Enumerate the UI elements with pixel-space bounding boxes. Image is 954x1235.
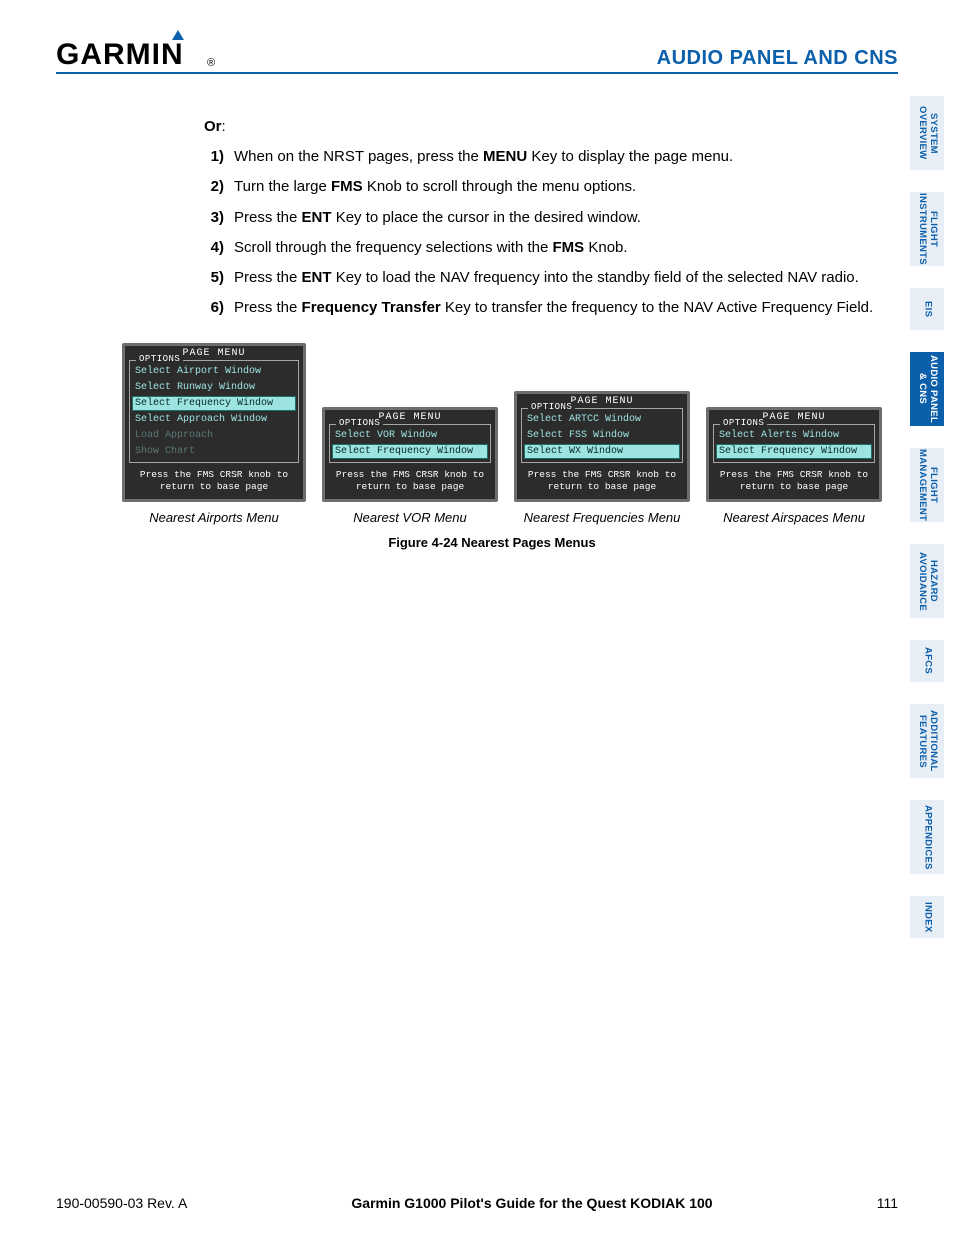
menu-item[interactable]: Show Chart <box>132 444 296 459</box>
menu-item[interactable]: Select Frequency Window <box>332 444 488 459</box>
step-item: 3)Press the ENT Key to place the cursor … <box>204 208 884 228</box>
options-label: OPTIONS <box>336 418 383 428</box>
figure-label: Figure 4-24 Nearest Pages Menus <box>122 535 862 550</box>
step-item: 5)Press the ENT Key to load the NAV freq… <box>204 268 884 288</box>
step-number: 5) <box>204 268 234 288</box>
step-number: 1) <box>204 147 234 167</box>
menu-item[interactable]: Select Runway Window <box>132 380 296 395</box>
page-menu-panel: PAGE MENUOPTIONSSelect VOR WindowSelect … <box>322 407 498 503</box>
step-item: 6)Press the Frequency Transfer Key to tr… <box>204 298 884 318</box>
step-text: Press the ENT Key to place the cursor in… <box>234 208 884 228</box>
step-text: Turn the large FMS Knob to scroll throug… <box>234 177 884 197</box>
step-number: 6) <box>204 298 234 318</box>
side-tab[interactable]: EIS <box>910 288 944 330</box>
step-item: 2)Turn the large FMS Knob to scroll thro… <box>204 177 884 197</box>
side-tab[interactable]: ADDITIONAL FEATURES <box>910 704 944 778</box>
side-tab-label: HAZARD AVOIDANCE <box>916 544 938 618</box>
options-group: OPTIONSSelect ARTCC WindowSelect FSS Win… <box>521 408 683 463</box>
options-label: OPTIONS <box>720 418 767 428</box>
step-text: When on the NRST pages, press the MENU K… <box>234 147 884 167</box>
section-title: AUDIO PANEL AND CNS <box>657 47 898 70</box>
side-tab-label: AUDIO PANEL & CNS <box>916 352 938 426</box>
side-tab-label: AFCS <box>922 647 933 674</box>
side-tab-label: SYSTEM OVERVIEW <box>916 96 938 170</box>
side-tab-label: INDEX <box>922 902 933 933</box>
side-tab[interactable]: AUDIO PANEL & CNS <box>910 352 944 426</box>
menu-item[interactable]: Load Approach <box>132 428 296 443</box>
page-menu-panel: PAGE MENUOPTIONSSelect ARTCC WindowSelec… <box>514 391 690 503</box>
page-number: 111 <box>877 1195 898 1211</box>
menu-item[interactable]: Select VOR Window <box>332 428 488 443</box>
svg-text:®: ® <box>207 57 215 69</box>
figure-column: PAGE MENUOPTIONSSelect ARTCC WindowSelec… <box>514 391 690 526</box>
step-number: 4) <box>204 238 234 258</box>
figures-row: PAGE MENUOPTIONSSelect Airport WindowSel… <box>122 343 898 526</box>
or-label: Or: <box>204 118 884 135</box>
step-text: Scroll through the frequency selections … <box>234 238 884 258</box>
figure-column: PAGE MENUOPTIONSSelect VOR WindowSelect … <box>322 407 498 526</box>
side-tab-label: EIS <box>922 301 933 317</box>
step-text: Press the Frequency Transfer Key to tran… <box>234 298 884 318</box>
menu-item[interactable]: Select Approach Window <box>132 412 296 427</box>
figure-column: PAGE MENUOPTIONSSelect Alerts WindowSele… <box>706 407 882 526</box>
page-footer: 190-00590-03 Rev. A Garmin G1000 Pilot's… <box>56 1195 898 1211</box>
step-item: 4)Scroll through the frequency selection… <box>204 238 884 258</box>
figure-caption: Nearest Frequencies Menu <box>524 510 681 525</box>
side-tab[interactable]: SYSTEM OVERVIEW <box>910 96 944 170</box>
side-tab[interactable]: FLIGHT INSTRUMENTS <box>910 192 944 266</box>
menu-item[interactable]: Select ARTCC Window <box>524 412 680 427</box>
options-label: OPTIONS <box>528 402 575 412</box>
figure-caption: Nearest Airspaces Menu <box>723 510 865 525</box>
step-item: 1)When on the NRST pages, press the MENU… <box>204 147 884 167</box>
steps-list: 1)When on the NRST pages, press the MENU… <box>204 147 884 319</box>
step-text: Press the ENT Key to load the NAV freque… <box>234 268 884 288</box>
footer-title: Garmin G1000 Pilot's Guide for the Quest… <box>351 1195 712 1211</box>
page-menu-panel: PAGE MENUOPTIONSSelect Alerts WindowSele… <box>706 407 882 503</box>
side-tab-label: APPENDICES <box>922 805 933 870</box>
menu-item[interactable]: Select Frequency Window <box>716 444 872 459</box>
options-label: OPTIONS <box>136 354 183 364</box>
doc-number: 190-00590-03 Rev. A <box>56 1195 187 1211</box>
side-tab[interactable]: HAZARD AVOIDANCE <box>910 544 944 618</box>
page-header: GARMIN ® AUDIO PANEL AND CNS <box>56 30 898 74</box>
options-group: OPTIONSSelect VOR WindowSelect Frequency… <box>329 424 491 463</box>
menu-item[interactable]: Select Alerts Window <box>716 428 872 443</box>
menu-item[interactable]: Select Frequency Window <box>132 396 296 411</box>
menu-footer: Press the FMS CRSR knob to return to bas… <box>325 469 495 494</box>
side-tabs: SYSTEM OVERVIEW FLIGHT INSTRUMENTS EIS AUDI… <box>910 96 944 938</box>
options-group: OPTIONSSelect Alerts WindowSelect Freque… <box>713 424 875 463</box>
menu-item[interactable]: Select Airport Window <box>132 364 296 379</box>
options-group: OPTIONSSelect Airport WindowSelect Runwa… <box>129 360 299 463</box>
side-tab[interactable]: AFCS <box>910 640 944 682</box>
step-number: 3) <box>204 208 234 228</box>
side-tab[interactable]: FLIGHT MANAGEMENT <box>910 448 944 522</box>
menu-item[interactable]: Select WX Window <box>524 444 680 459</box>
side-tab[interactable]: APPENDICES <box>910 800 944 874</box>
side-tab-label: FLIGHT MANAGEMENT <box>916 448 938 522</box>
menu-footer: Press the FMS CRSR knob to return to bas… <box>517 469 687 494</box>
side-tab-label: ADDITIONAL FEATURES <box>916 704 938 778</box>
body-text: Or: 1)When on the NRST pages, press the … <box>204 118 884 319</box>
side-tab-label: FLIGHT INSTRUMENTS <box>916 192 938 266</box>
step-number: 2) <box>204 177 234 197</box>
menu-footer: Press the FMS CRSR knob to return to bas… <box>709 469 879 494</box>
menu-footer: Press the FMS CRSR knob to return to bas… <box>125 469 303 494</box>
menu-item[interactable]: Select FSS Window <box>524 428 680 443</box>
garmin-logo: GARMIN ® <box>56 30 216 70</box>
side-tab[interactable]: INDEX <box>910 896 944 938</box>
figure-column: PAGE MENUOPTIONSSelect Airport WindowSel… <box>122 343 306 526</box>
figure-caption: Nearest Airports Menu <box>149 510 279 525</box>
page-menu-panel: PAGE MENUOPTIONSSelect Airport WindowSel… <box>122 343 306 503</box>
logo-text: GARMIN <box>56 38 184 70</box>
figure-caption: Nearest VOR Menu <box>353 510 466 525</box>
